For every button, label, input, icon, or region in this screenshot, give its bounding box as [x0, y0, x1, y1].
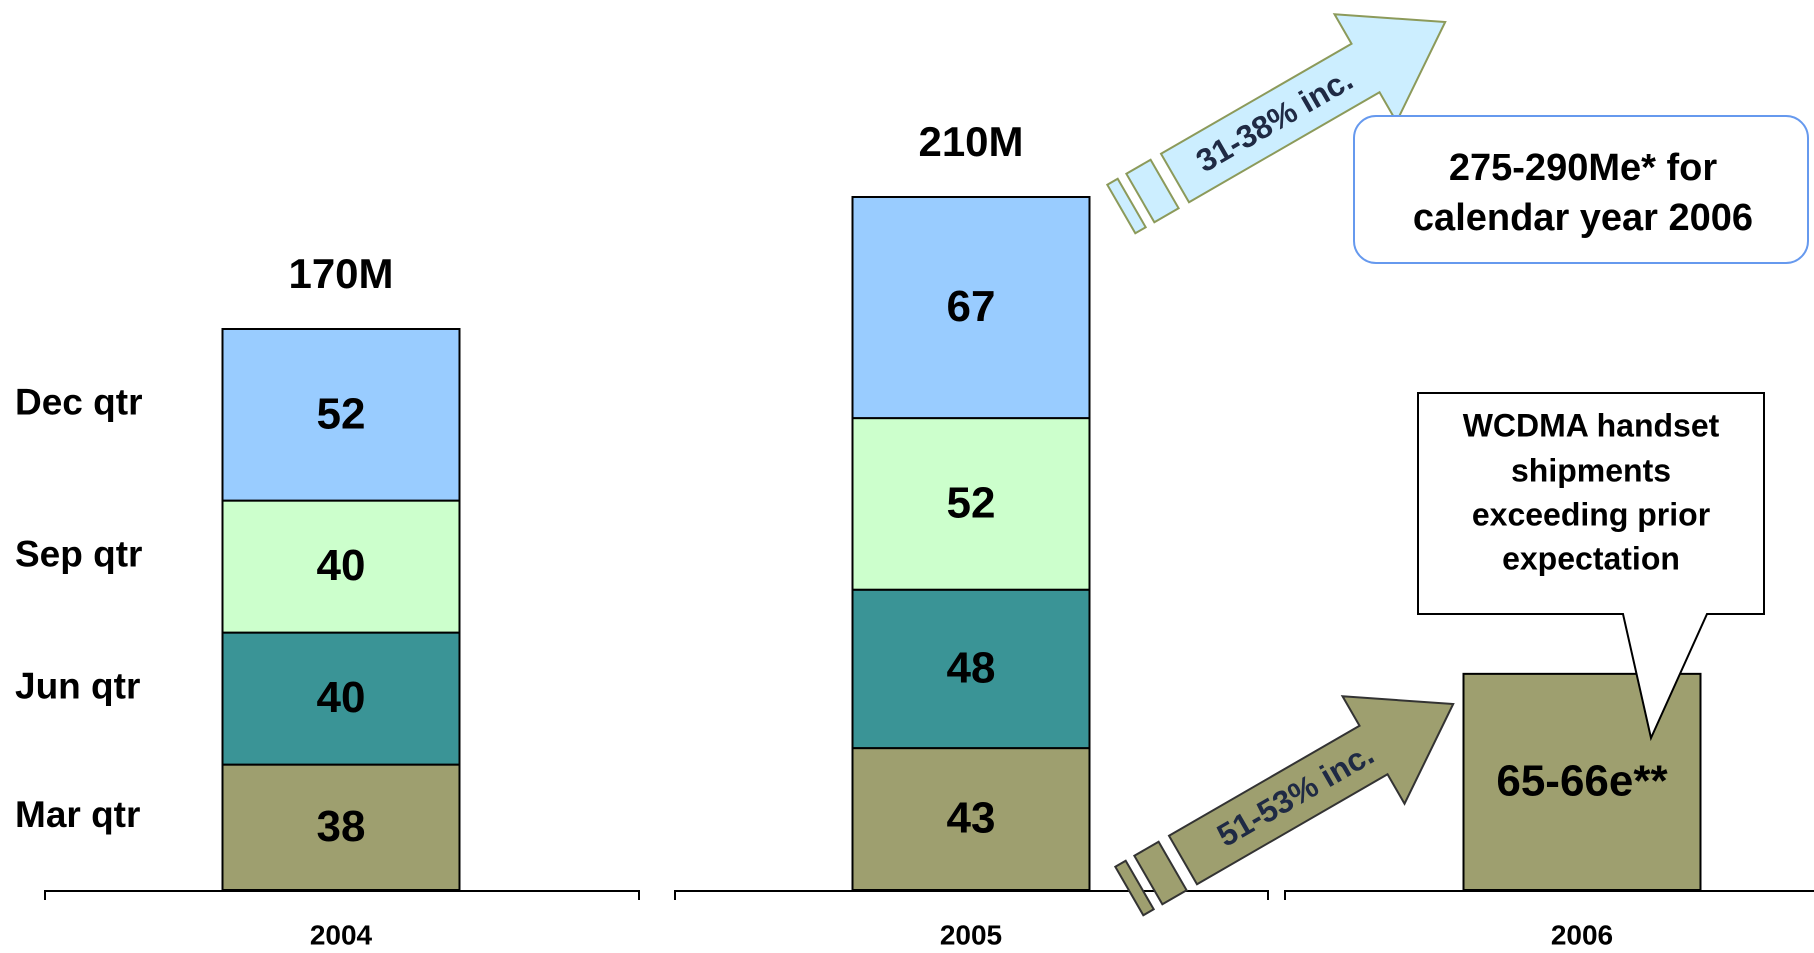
value-label: 52 [947, 479, 996, 528]
value-label: 43 [947, 794, 996, 843]
bar-segment [221, 631, 461, 766]
bar-segment [221, 763, 461, 891]
year-box-text: 275-290Me* for [1449, 147, 1717, 189]
callout-text: expectation [1502, 540, 1680, 576]
value-label: 52 [317, 389, 366, 438]
callout-text: shipments [1511, 452, 1671, 488]
x-tick-label: 2006 [1551, 919, 1613, 950]
value-label: 48 [947, 644, 996, 693]
callout-text: WCDMA handset [1463, 407, 1720, 443]
x-tick-label: 2005 [940, 919, 1002, 950]
value-label: 65-66e** [1496, 757, 1668, 806]
bar-segment [851, 588, 1091, 750]
legend-label: Sep qtr [15, 533, 142, 574]
legend-label: Jun qtr [15, 665, 140, 706]
value-label: 40 [317, 541, 366, 590]
total-label: 210M [918, 118, 1023, 165]
total-label: 170M [288, 250, 393, 297]
bar-segment [221, 328, 461, 502]
callout [1417, 392, 1765, 742]
arrow-label: 31-38% inc. [1190, 61, 1359, 179]
callout-text: exceeding prior [1472, 496, 1710, 532]
lower-arrow: 51-53% inc. [1113, 695, 1455, 917]
value-label: 38 [317, 802, 366, 851]
legend-label: Dec qtr [15, 382, 142, 423]
value-label: 40 [317, 673, 366, 722]
legend-label: Mar qtr [15, 794, 140, 835]
bar-segment [851, 747, 1091, 891]
bars [221, 196, 1702, 891]
x-tick-label: 2004 [310, 919, 373, 950]
year-box [1353, 115, 1809, 264]
value-label: 67 [947, 282, 996, 331]
axis [44, 890, 1814, 900]
bar-segment [221, 499, 461, 634]
arrow-label: 51-53% inc. [1211, 735, 1380, 853]
year-box-text: calendar year 2006 [1413, 197, 1753, 239]
bar-segment [851, 196, 1091, 420]
